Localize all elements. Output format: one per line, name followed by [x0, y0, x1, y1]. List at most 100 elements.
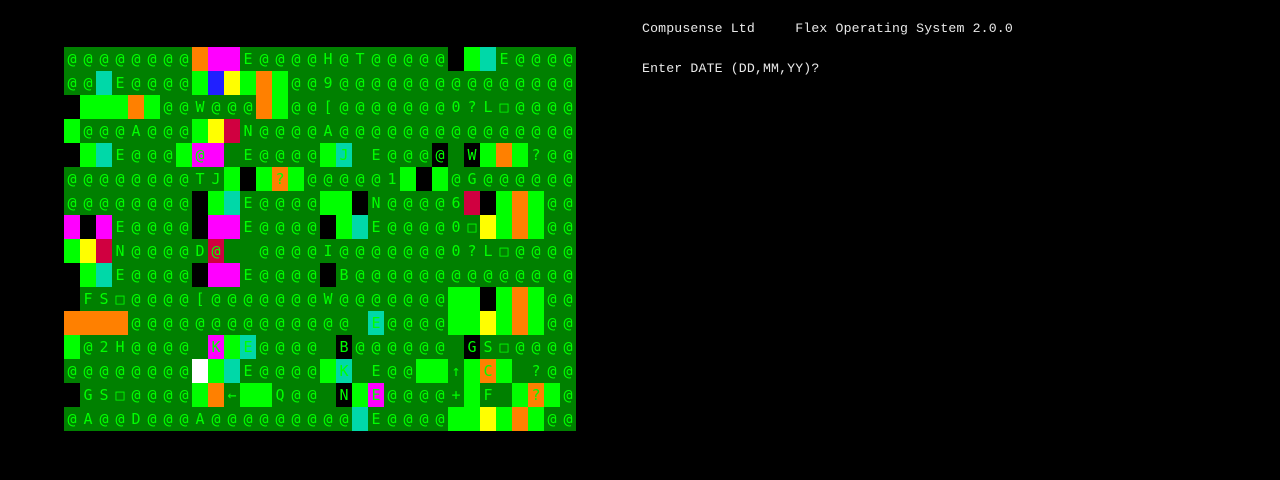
block-graphic	[224, 119, 240, 143]
block-graphic	[64, 263, 80, 287]
block-graphic	[320, 143, 336, 167]
block-graphic	[192, 215, 208, 239]
block-graphic	[464, 335, 480, 359]
block-graphic	[224, 167, 240, 191]
block-graphic	[64, 143, 80, 167]
block-graphic	[432, 359, 448, 383]
block-graphic	[176, 143, 192, 167]
date-prompt[interactable]: Enter DATE (DD,MM,YY)?	[642, 61, 820, 76]
block-graphic	[208, 71, 224, 95]
block-graphic	[464, 383, 480, 407]
block-graphic	[256, 71, 272, 95]
block-graphic	[256, 95, 272, 119]
block-graphic	[336, 335, 352, 359]
block-graphic	[64, 311, 80, 335]
block-graphic	[480, 191, 496, 215]
block-graphic	[496, 215, 512, 239]
screen-row: @A@@D@@@A@@@@@@@@@ E@@@@MQ ?@@	[67, 410, 576, 428]
block-graphic	[512, 287, 528, 311]
block-graphic	[224, 263, 240, 287]
block-graphic	[512, 311, 528, 335]
block-graphic	[336, 143, 352, 167]
block-graphic	[528, 311, 544, 335]
block-graphic	[320, 191, 336, 215]
block-graphic	[224, 215, 240, 239]
block-graphic	[192, 71, 208, 95]
block-graphic	[464, 143, 480, 167]
block-graphic	[224, 335, 240, 359]
block-graphic	[352, 215, 368, 239]
screen-row: @@@@@@@@ E@@@@H@T@@@@@ I E@@@@	[67, 50, 576, 68]
block-graphic	[96, 239, 112, 263]
screen-row: FS□@@@@[@@@@@@@W@@@@@@@U ?@@	[67, 290, 576, 308]
block-graphic	[240, 71, 256, 95]
block-graphic	[192, 119, 208, 143]
block-graphic	[464, 359, 480, 383]
block-graphic	[208, 263, 224, 287]
block-graphic	[192, 359, 208, 383]
block-graphic	[496, 407, 512, 431]
block-graphic	[96, 71, 112, 95]
block-graphic	[336, 191, 352, 215]
block-graphic	[336, 383, 352, 407]
block-graphic	[528, 407, 544, 431]
block-graphic	[192, 191, 208, 215]
block-graphic	[128, 95, 144, 119]
block-graphic	[496, 143, 512, 167]
block-graphic	[528, 287, 544, 311]
block-graphic	[288, 167, 304, 191]
block-graphic	[64, 287, 80, 311]
block-graphic	[496, 191, 512, 215]
block-graphic	[240, 335, 256, 359]
screen-text-layer: @@@@@@@@ E@@@@H@T@@@@@ I E@@@@ @@ E@@@@ …	[64, 47, 576, 431]
block-graphic	[320, 215, 336, 239]
block-graphic	[224, 71, 240, 95]
emulator-screen-grid: @@@@@@@@ E@@@@H@T@@@@@ I E@@@@ @@ E@@@@ …	[64, 47, 576, 431]
screen-row: 1 ?@@W@@@ ?@@[@@@@@@@0?L□@@@@	[67, 98, 576, 116]
block-graphic	[64, 119, 80, 143]
screen-row: H@@@A@@@ N@@@@A@@@@@@@@@@@@@@@	[67, 122, 576, 140]
block-graphic	[496, 287, 512, 311]
block-graphic	[544, 383, 560, 407]
block-graphic	[144, 95, 160, 119]
block-graphic	[336, 215, 352, 239]
block-graphic	[464, 191, 480, 215]
block-graphic	[480, 287, 496, 311]
block-graphic	[272, 71, 288, 95]
block-graphic	[80, 95, 96, 119]
block-graphic	[96, 95, 112, 119]
block-graphic	[208, 383, 224, 407]
block-graphic	[512, 383, 528, 407]
block-graphic	[64, 383, 80, 407]
block-graphic	[464, 311, 480, 335]
block-graphic	[192, 143, 208, 167]
screen-row: E@@@@ E@@@@ J E@@@@0□ ?@@	[67, 218, 576, 236]
block-graphic	[64, 95, 80, 119]
block-graphic	[208, 143, 224, 167]
screen-row: J E@@@@@ E@@@@@J E@@@@ W ?@@	[67, 146, 576, 164]
block-graphic	[512, 407, 528, 431]
block-graphic	[224, 359, 240, 383]
screen-row: @@@@@@@@TJ ?@@@@@@1 @@G@@@@@@	[67, 170, 576, 188]
block-graphic	[256, 383, 272, 407]
block-graphic	[528, 383, 544, 407]
block-graphic	[496, 311, 512, 335]
block-graphic	[432, 167, 448, 191]
block-graphic	[416, 359, 432, 383]
block-graphic	[208, 47, 224, 71]
block-graphic	[448, 287, 464, 311]
block-graphic	[512, 143, 528, 167]
block-graphic	[112, 95, 128, 119]
block-graphics-layer	[64, 47, 576, 431]
block-graphic	[64, 335, 80, 359]
block-graphic	[64, 215, 80, 239]
block-graphic	[448, 311, 464, 335]
block-graphic	[448, 47, 464, 71]
block-graphic	[400, 167, 416, 191]
block-graphic	[208, 239, 224, 263]
block-graphic	[480, 407, 496, 431]
screen-row: GS□@@@@+ ← %Q@@ N E@@@@+#F ?@@	[67, 386, 576, 404]
block-graphic	[208, 119, 224, 143]
block-graphic	[528, 215, 544, 239]
block-graphic	[208, 215, 224, 239]
